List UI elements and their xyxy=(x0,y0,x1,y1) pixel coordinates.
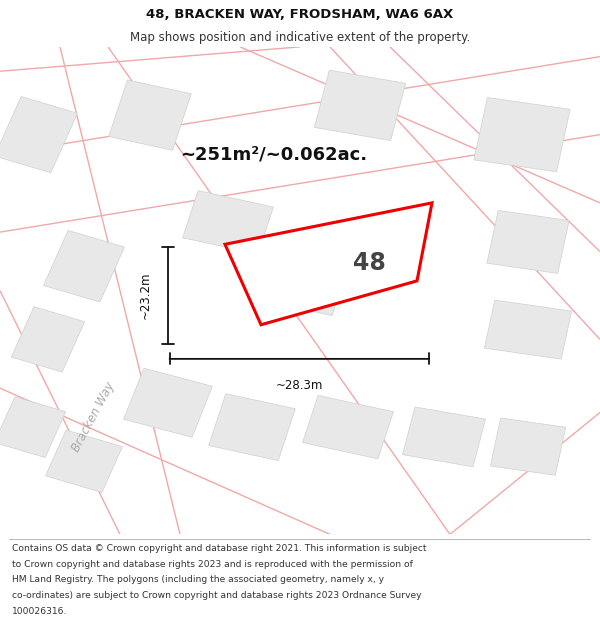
Polygon shape xyxy=(11,307,85,372)
Text: 48: 48 xyxy=(353,251,386,275)
Text: ~23.2m: ~23.2m xyxy=(139,272,152,319)
Text: Bracken Way: Bracken Way xyxy=(69,380,117,454)
Polygon shape xyxy=(182,191,274,254)
Text: 48, BRACKEN WAY, FRODSHAM, WA6 6AX: 48, BRACKEN WAY, FRODSHAM, WA6 6AX xyxy=(146,8,454,21)
Polygon shape xyxy=(474,98,570,172)
Polygon shape xyxy=(487,211,569,273)
Polygon shape xyxy=(302,396,394,459)
Polygon shape xyxy=(43,231,125,302)
Polygon shape xyxy=(225,203,432,325)
Text: HM Land Registry. The polygons (including the associated geometry, namely x, y: HM Land Registry. The polygons (includin… xyxy=(12,576,384,584)
Polygon shape xyxy=(46,430,122,492)
Text: to Crown copyright and database rights 2023 and is reproduced with the permissio: to Crown copyright and database rights 2… xyxy=(12,560,413,569)
Text: Contains OS data © Crown copyright and database right 2021. This information is : Contains OS data © Crown copyright and d… xyxy=(12,544,427,553)
Polygon shape xyxy=(109,80,191,151)
Text: Map shows position and indicative extent of the property.: Map shows position and indicative extent… xyxy=(130,31,470,44)
Polygon shape xyxy=(490,418,566,475)
Text: ~28.3m: ~28.3m xyxy=(276,379,323,392)
Polygon shape xyxy=(124,368,212,438)
Polygon shape xyxy=(403,407,485,467)
Polygon shape xyxy=(0,96,77,172)
Text: ~251m²/~0.062ac.: ~251m²/~0.062ac. xyxy=(180,145,367,163)
Text: co-ordinates) are subject to Crown copyright and database rights 2023 Ordnance S: co-ordinates) are subject to Crown copyr… xyxy=(12,591,421,600)
Polygon shape xyxy=(314,70,406,141)
Text: 100026316.: 100026316. xyxy=(12,607,67,616)
Polygon shape xyxy=(484,300,572,359)
Polygon shape xyxy=(209,394,295,461)
Polygon shape xyxy=(251,246,349,316)
Polygon shape xyxy=(0,397,65,458)
